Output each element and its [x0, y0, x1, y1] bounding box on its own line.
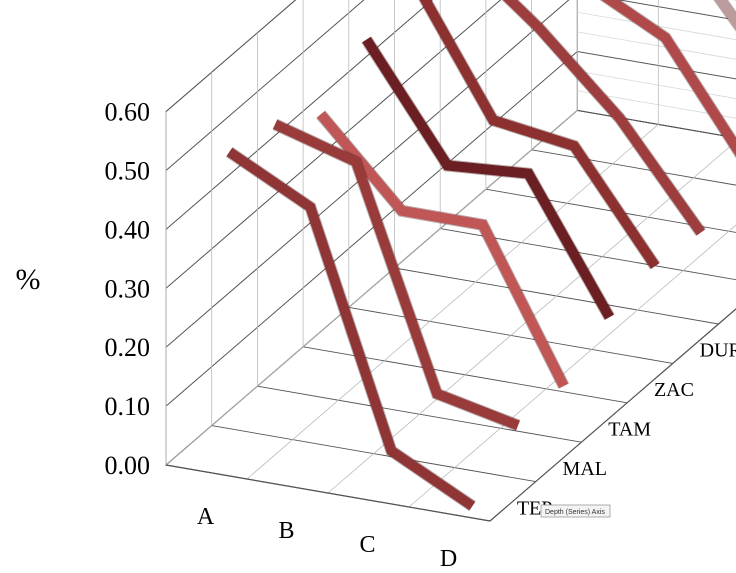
category-label: D	[440, 546, 457, 572]
category-label: B	[278, 518, 294, 544]
y-tick-label: 0.10	[105, 392, 151, 421]
depth-axis-label: ZAC	[654, 379, 694, 401]
series-line	[272, 119, 520, 431]
y-minor-gridline	[577, 90, 736, 119]
series-line	[419, 0, 660, 269]
floor-gridline	[577, 109, 736, 139]
y-tick-label: 0.30	[105, 274, 151, 303]
chart-walls	[164, 0, 736, 522]
depth-axis-label: TAM	[608, 419, 651, 441]
y-minor-gridline	[577, 31, 736, 60]
series-line	[362, 36, 614, 320]
depth-axis-label: DUR	[700, 340, 736, 362]
svg-text:Depth (Series) Axis: Depth (Series) Axis	[545, 509, 605, 516]
floor-category-gridline	[246, 124, 659, 480]
y-minor-gridline	[577, 70, 736, 99]
category-axis-line	[165, 464, 491, 522]
y-tick-label: 0.00	[105, 451, 151, 480]
y-tick-label: 0.50	[105, 157, 151, 186]
gridlines	[165, 0, 736, 522]
depth-axis-line	[489, 308, 736, 522]
y-tick-label: 0.20	[105, 333, 151, 362]
series-line	[601, 0, 736, 157]
series-line	[226, 147, 476, 511]
floor-gridline	[531, 149, 736, 186]
series-line	[503, 0, 705, 236]
category-label: C	[359, 532, 375, 558]
y-axis-title: %	[16, 263, 41, 296]
floor-category-gridline	[408, 224, 736, 508]
series-lines	[225, 0, 736, 512]
y-minor-gridline	[577, 11, 736, 41]
depth-axis-tooltip[interactable]: Depth (Series) Axis	[540, 504, 611, 518]
y-tick-label: 0.60	[105, 98, 151, 127]
category-label: A	[197, 504, 215, 530]
depth-axis-label: MAL	[563, 458, 607, 480]
y-tick-label: 0.40	[105, 215, 151, 244]
back-wall	[576, 0, 736, 139]
axis-labels: 0.600.500.400.300.200.100.00ABCDTOTOTOGU…	[105, 98, 736, 572]
